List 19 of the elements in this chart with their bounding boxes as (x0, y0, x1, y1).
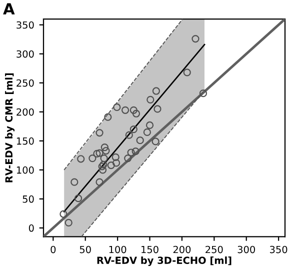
x-tick-label: 300 (238, 246, 255, 254)
x-tick-label: 250 (206, 246, 223, 254)
x-tick-label: 100 (109, 246, 126, 254)
y-tick-label: 50 (22, 195, 34, 203)
y-tick-label: 250 (16, 79, 34, 87)
x-tick-label: 200 (173, 246, 191, 254)
y-axis-title: RV-EDV by CMR [ml] (5, 73, 15, 182)
y-tick-label: 200 (16, 108, 34, 116)
x-axis-title: RV-EDV by 3D-ECHO [ml] (97, 256, 232, 266)
x-tick-label: 0 (50, 246, 56, 254)
x-tick-label: 150 (142, 246, 158, 254)
y-tick-label: 100 (16, 166, 34, 174)
y-tick-label: 150 (16, 137, 34, 145)
x-tick-label: 50 (80, 246, 91, 254)
y-tick-label: 350 (16, 21, 34, 29)
y-tick-label: 300 (16, 50, 34, 58)
x-tick-label: 350 (270, 246, 288, 254)
y-tick-label: 0 (28, 224, 34, 232)
chart-title: A (3, 3, 15, 14)
